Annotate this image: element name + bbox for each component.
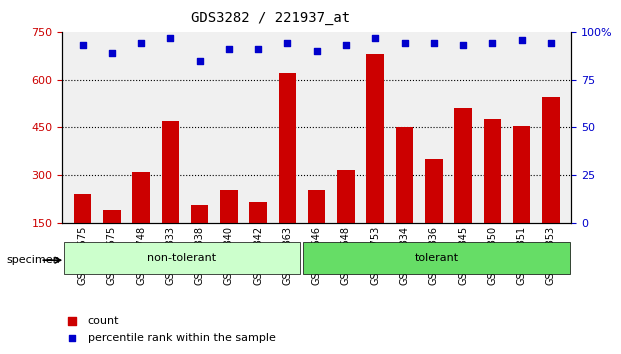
Text: percentile rank within the sample: percentile rank within the sample	[88, 333, 276, 343]
Point	[487, 40, 497, 46]
Bar	[103, 210, 120, 271]
Text: tolerant: tolerant	[414, 253, 458, 263]
Bar	[484, 120, 501, 271]
Bar	[161, 121, 179, 271]
Point	[404, 246, 414, 251]
Point	[370, 35, 380, 40]
Bar	[542, 97, 560, 271]
Bar	[191, 205, 209, 271]
Bar	[308, 190, 325, 271]
Point	[107, 50, 117, 56]
Point	[429, 40, 439, 46]
Point	[194, 58, 204, 63]
Point	[341, 42, 351, 48]
Bar	[513, 126, 530, 271]
FancyBboxPatch shape	[63, 242, 300, 274]
Point	[546, 40, 556, 46]
Bar	[454, 108, 472, 271]
Bar	[425, 159, 443, 271]
Point	[404, 91, 414, 97]
Text: count: count	[88, 316, 119, 326]
Point	[517, 37, 527, 42]
Text: non-tolerant: non-tolerant	[147, 253, 217, 263]
Point	[78, 42, 88, 48]
Point	[136, 40, 146, 46]
FancyBboxPatch shape	[303, 242, 570, 274]
Bar	[279, 73, 296, 271]
Bar	[250, 202, 267, 271]
Point	[165, 35, 175, 40]
Point	[458, 42, 468, 48]
Point	[224, 46, 234, 52]
Text: specimen: specimen	[6, 255, 60, 265]
Point	[399, 40, 409, 46]
Bar	[74, 194, 91, 271]
Bar	[132, 172, 150, 271]
Bar	[396, 127, 414, 271]
Bar	[366, 54, 384, 271]
Bar	[337, 171, 355, 271]
Text: GDS3282 / 221937_at: GDS3282 / 221937_at	[191, 11, 350, 25]
Point	[253, 46, 263, 52]
Bar	[220, 190, 238, 271]
Point	[283, 40, 292, 46]
Point	[312, 48, 322, 54]
